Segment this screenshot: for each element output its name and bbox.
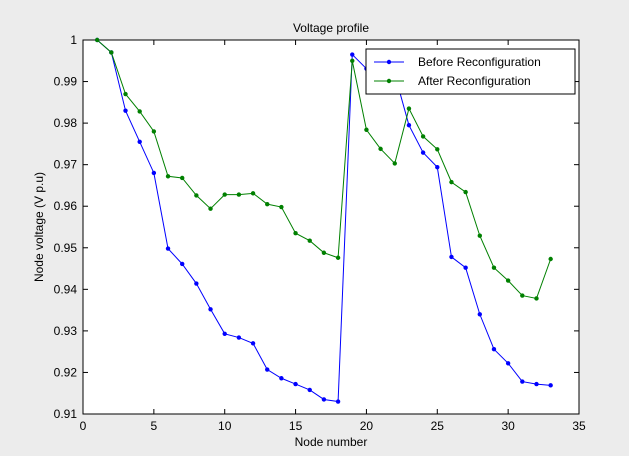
data-point [250, 191, 256, 196]
y-tick-label: 0.95 [54, 241, 78, 255]
x-axis-label: Node number [295, 435, 368, 449]
data-point [165, 174, 171, 179]
data-point [548, 383, 553, 388]
data-point [151, 170, 157, 176]
data-point [109, 50, 114, 55]
data-point [435, 147, 440, 152]
data-point [265, 367, 270, 372]
data-point [321, 397, 327, 402]
data-point [236, 192, 242, 197]
x-tick-label: 10 [218, 419, 232, 433]
data-point [406, 106, 412, 111]
legend-label-before: Before Reconfiguration [418, 55, 541, 69]
data-point [279, 376, 284, 381]
legend-box [365, 48, 576, 95]
x-tick-label: 5 [151, 419, 158, 433]
data-point [307, 238, 312, 243]
x-tick-label: 30 [501, 419, 515, 433]
data-point [350, 52, 355, 57]
data-point [335, 399, 341, 404]
data-point [279, 204, 284, 210]
series-layer [94, 37, 553, 404]
data-point [208, 307, 213, 312]
data-point [463, 189, 468, 195]
x-tick-label: 35 [572, 419, 586, 433]
legend-label-after: After Reconfiguration [418, 74, 531, 88]
data-point [392, 161, 397, 166]
data-point [491, 265, 497, 270]
data-point [180, 261, 185, 267]
data-point [250, 341, 256, 346]
data-point [505, 278, 511, 283]
data-point [293, 231, 298, 236]
x-tick-label: 0 [80, 419, 87, 433]
data-point [435, 164, 440, 170]
data-point [137, 109, 142, 114]
tick-labels: 0 5 10 15 20 25 30 35 0.91 0.92 0.93 0.94 0.95 0.96 0.… [54, 33, 586, 433]
series-after-reconfiguration [94, 37, 553, 301]
plot-area [82, 39, 580, 415]
data-point [350, 58, 355, 63]
data-point [307, 387, 312, 393]
data-point [463, 265, 468, 270]
data-point [420, 150, 426, 155]
data-point [208, 206, 213, 211]
data-point [123, 108, 128, 113]
series-before-reconfiguration [94, 37, 553, 404]
y-tick-label: 0.92 [54, 365, 78, 379]
y-tick-label: 0.99 [54, 75, 78, 89]
data-point [236, 335, 242, 340]
data-point [520, 379, 525, 384]
x-tick-label: 20 [360, 419, 374, 433]
legend-marker-after [386, 78, 392, 84]
chart-title: Voltage profile [293, 21, 369, 35]
data-point [165, 246, 171, 251]
y-tick-label: 0.97 [54, 158, 78, 172]
data-point [420, 134, 426, 139]
data-point [335, 255, 341, 260]
y-tick-label: 0.93 [54, 324, 78, 338]
data-point [180, 175, 185, 181]
data-point [123, 91, 128, 97]
data-point [222, 331, 227, 336]
y-tick-label: 0.94 [54, 282, 78, 296]
data-point [477, 233, 482, 238]
y-tick-label: 0.98 [54, 116, 78, 130]
data-point [137, 139, 142, 145]
legend-entry-before: Before Reconfiguration [374, 55, 541, 69]
data-point [505, 361, 511, 366]
data-point [534, 296, 539, 301]
x-tick-label: 25 [431, 419, 445, 433]
data-point [449, 254, 454, 260]
data-point [265, 201, 270, 207]
data-point [520, 293, 525, 298]
data-point [94, 37, 100, 43]
y-tick-label: 0.96 [54, 199, 78, 213]
data-point [194, 281, 199, 286]
legend-entry-after: After Reconfiguration [374, 74, 531, 88]
data-point [151, 129, 157, 134]
data-point [222, 192, 227, 197]
y-axis-label: Node voltage (V p.u) [32, 172, 46, 282]
data-point [406, 122, 412, 128]
x-tick-label: 15 [289, 419, 303, 433]
data-point [293, 381, 298, 387]
data-point [378, 146, 383, 152]
data-point [321, 250, 327, 255]
data-point [491, 346, 497, 352]
data-point [477, 312, 482, 317]
axis-ticks [82, 39, 580, 415]
data-point [364, 127, 369, 132]
y-tick-label: 1 [70, 33, 77, 47]
legend-marker-before [386, 59, 392, 65]
data-point [548, 256, 553, 262]
data-point [449, 179, 454, 185]
data-point [194, 193, 199, 198]
y-tick-label: 0.91 [54, 407, 78, 421]
legend: Before Reconfiguration After Reconfigura… [365, 48, 576, 95]
data-point [534, 381, 539, 387]
